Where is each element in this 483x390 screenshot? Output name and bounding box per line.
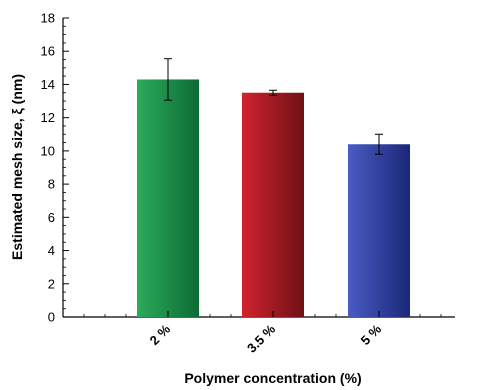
- x-axis-title: Polymer concentration (%): [184, 370, 361, 386]
- y-tick-label: 2: [48, 276, 55, 291]
- y-tick-label: 8: [48, 177, 55, 192]
- y-tick-label: 12: [41, 110, 55, 125]
- y-tick-label: 16: [41, 44, 55, 59]
- x-category-label: 5 %: [358, 321, 385, 348]
- y-tick-label: 0: [48, 310, 55, 325]
- bar: [348, 144, 410, 317]
- y-tick-label: 18: [41, 11, 55, 26]
- bar: [242, 92, 304, 317]
- bar: [137, 79, 199, 317]
- plot-area: 0 2 4 6 8 10 12 14 16 18 2 % 3.5 % 5 %: [41, 11, 455, 356]
- x-category-label: 3.5 %: [244, 321, 278, 355]
- y-tick-label: 10: [41, 143, 55, 158]
- x-category-label: 2 %: [147, 321, 174, 348]
- y-axis-title: Estimated mesh size, ξ (nm): [9, 74, 25, 260]
- y-tick-label: 14: [41, 77, 55, 92]
- y-tick-label: 4: [48, 243, 55, 258]
- y-tick-label: 6: [48, 210, 55, 225]
